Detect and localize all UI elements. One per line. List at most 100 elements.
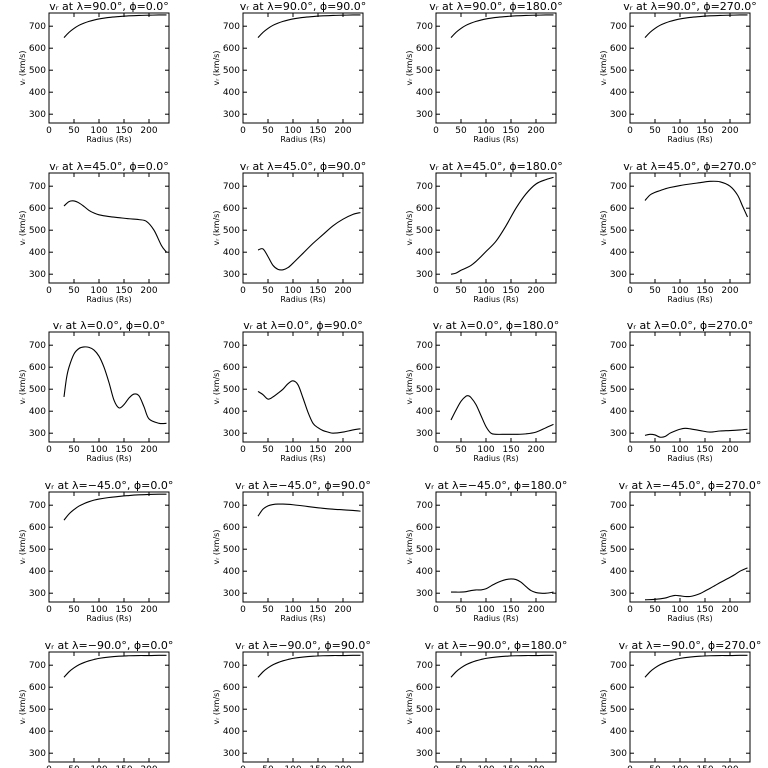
y-tick-label: 700 <box>416 501 433 511</box>
y-axis-label: vᵣ (km/s) <box>18 51 27 86</box>
x-tick-label: 50 <box>262 126 274 136</box>
y-tick-label: 500 <box>610 226 627 236</box>
panel-title: vᵣ at λ=−45.0°, ϕ=0.0° <box>45 479 174 492</box>
y-tick-label: 600 <box>416 363 433 373</box>
x-tick-label: 150 <box>309 765 326 768</box>
plot-frame <box>48 172 170 284</box>
series-line <box>63 493 167 521</box>
x-tick-label: 100 <box>671 126 688 136</box>
y-tick-label: 300 <box>610 749 627 759</box>
y-axis-label: vᵣ (km/s) <box>405 370 414 405</box>
x-tick-label: 100 <box>90 126 107 136</box>
y-tick-label: 300 <box>610 110 627 120</box>
series-line <box>257 654 361 678</box>
x-tick-label: 0 <box>433 605 439 615</box>
x-tick-label: 150 <box>696 605 713 615</box>
y-tick-label: 600 <box>223 44 240 54</box>
panel-title: vᵣ at λ=90.0°, ϕ=180.0° <box>429 0 563 13</box>
y-tick-label: 300 <box>416 429 433 439</box>
series-line <box>63 14 167 39</box>
x-tick-label: 200 <box>527 286 544 296</box>
x-tick-label: 0 <box>433 126 439 136</box>
x-tick-label: 200 <box>527 126 544 136</box>
panel-11: vᵣ at λ=0.0°, ϕ=180.0° 0 50 100 150 200 300 400… <box>405 319 559 463</box>
x-tick-label: 50 <box>455 605 467 615</box>
plot-frame <box>435 12 557 124</box>
x-tick-label: 0 <box>240 445 246 455</box>
x-tick-label: 100 <box>477 126 494 136</box>
x-tick-label: 150 <box>502 445 519 455</box>
x-axis-label: Radius (Rs) <box>280 295 325 304</box>
x-tick-label: 100 <box>671 605 688 615</box>
series-line <box>644 14 748 39</box>
y-tick-label: 500 <box>29 385 46 395</box>
plot-frame <box>629 331 751 443</box>
plot-frame <box>242 651 364 763</box>
x-tick-label: 200 <box>334 286 351 296</box>
panel-18: vᵣ at λ=−90.0°, ϕ=90.0° 0 50 100 150 200 300 40… <box>212 639 371 768</box>
y-tick-label: 400 <box>416 567 433 577</box>
x-tick-label: 50 <box>262 605 274 615</box>
y-tick-label: 600 <box>223 363 240 373</box>
y-tick-label: 300 <box>610 589 627 599</box>
series-line <box>451 578 554 594</box>
y-tick-label: 400 <box>416 727 433 737</box>
x-tick-label: 200 <box>334 605 351 615</box>
x-tick-label: 150 <box>696 286 713 296</box>
y-tick-label: 300 <box>416 749 433 759</box>
plot-frame <box>629 651 751 763</box>
y-tick-label: 500 <box>610 385 627 395</box>
y-tick-label: 400 <box>610 407 627 417</box>
x-tick-label: 150 <box>115 286 132 296</box>
y-axis-label: vᵣ (km/s) <box>599 690 608 725</box>
y-tick-label: 600 <box>416 683 433 693</box>
y-tick-label: 300 <box>223 110 240 120</box>
y-tick-label: 700 <box>29 182 46 192</box>
x-tick-label: 0 <box>46 126 52 136</box>
series-line <box>63 654 167 678</box>
panel-19: vᵣ at λ=−90.0°, ϕ=180.0° 0 50 100 150 200 300 4… <box>405 639 567 768</box>
y-tick-label: 400 <box>223 727 240 737</box>
series-line <box>450 176 554 275</box>
panel-title: vᵣ at λ=45.0°, ϕ=90.0° <box>240 160 367 173</box>
y-axis-label: vᵣ (km/s) <box>599 370 608 405</box>
x-tick-label: 150 <box>309 286 326 296</box>
x-tick-label: 100 <box>284 126 301 136</box>
y-tick-label: 600 <box>610 523 627 533</box>
panel-title: vᵣ at λ=0.0°, ϕ=270.0° <box>627 319 754 332</box>
series-line <box>644 427 748 438</box>
y-tick-label: 400 <box>29 727 46 737</box>
y-tick-label: 400 <box>29 407 46 417</box>
x-tick-label: 50 <box>68 126 80 136</box>
panel-title: vᵣ at λ=−45.0°, ϕ=90.0° <box>235 479 371 492</box>
y-tick-label: 500 <box>223 705 240 715</box>
y-axis-label: vᵣ (km/s) <box>599 530 608 565</box>
x-axis-label: Radius (Rs) <box>667 135 712 144</box>
y-tick-label: 600 <box>416 523 433 533</box>
x-tick-label: 200 <box>721 126 738 136</box>
x-tick-label: 50 <box>649 445 661 455</box>
y-tick-label: 600 <box>29 683 46 693</box>
x-tick-label: 200 <box>721 445 738 455</box>
x-tick-label: 200 <box>527 445 544 455</box>
x-tick-label: 150 <box>309 126 326 136</box>
panel-title: vᵣ at λ=0.0°, ϕ=180.0° <box>433 319 560 332</box>
y-tick-label: 600 <box>29 44 46 54</box>
panel-title: vᵣ at λ=−45.0°, ϕ=270.0° <box>619 479 762 492</box>
y-tick-label: 300 <box>223 589 240 599</box>
y-tick-label: 700 <box>416 22 433 32</box>
x-axis-label: Radius (Rs) <box>86 614 131 623</box>
series-line <box>450 654 554 678</box>
x-tick-label: 0 <box>240 126 246 136</box>
x-axis-label: Radius (Rs) <box>667 614 712 623</box>
plot-frame <box>435 172 557 284</box>
x-tick-label: 100 <box>284 445 301 455</box>
x-tick-label: 0 <box>240 286 246 296</box>
x-axis-label: Radius (Rs) <box>86 135 131 144</box>
y-tick-label: 400 <box>223 88 240 98</box>
plot-frame <box>48 12 170 124</box>
y-tick-label: 700 <box>29 341 46 351</box>
y-tick-label: 400 <box>29 567 46 577</box>
series-line <box>257 212 361 271</box>
x-tick-label: 100 <box>284 605 301 615</box>
